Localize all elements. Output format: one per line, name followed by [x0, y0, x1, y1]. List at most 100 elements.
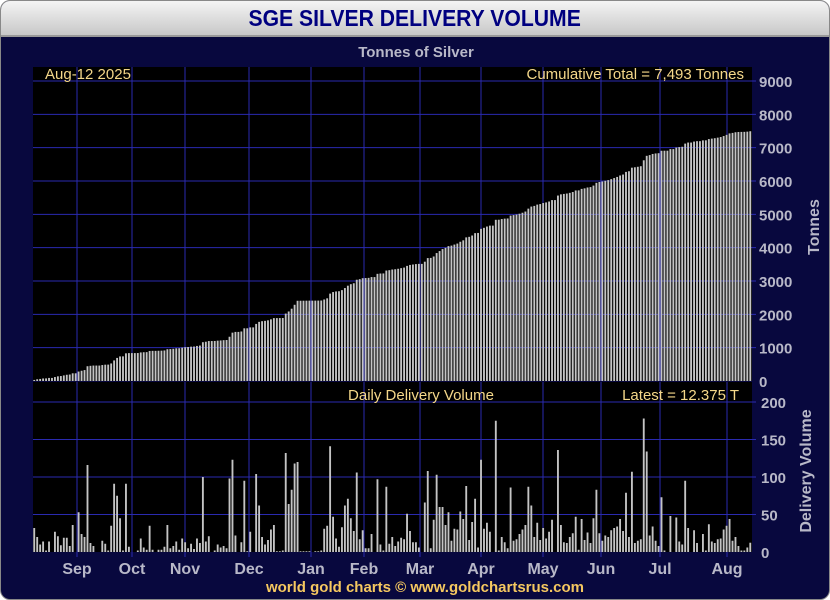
- cumulative-bar: [367, 277, 370, 381]
- x-tick-label: Aug: [711, 561, 742, 578]
- cumulative-bar: [175, 348, 178, 381]
- cumulative-bar: [509, 215, 512, 381]
- y-tick-label: 5000: [759, 207, 792, 224]
- cumulative-bar: [468, 236, 471, 381]
- daily-bar: [80, 534, 83, 552]
- cumulative-bar: [645, 155, 648, 381]
- cumulative-bar: [749, 131, 752, 381]
- cumulative-bar: [648, 155, 651, 381]
- cumulative-bar: [734, 132, 737, 381]
- daily-bar: [127, 546, 130, 552]
- daily-bar: [500, 537, 503, 552]
- cumulative-bar: [660, 150, 663, 381]
- cumulative-bar: [252, 327, 255, 381]
- daily-bar: [468, 540, 471, 552]
- cumulative-bar: [157, 350, 160, 381]
- cumulative-bar: [699, 141, 701, 381]
- cumulative-bar: [545, 202, 548, 381]
- cumulative-bar: [725, 134, 728, 381]
- daily-bar: [533, 537, 536, 552]
- daily-bar: [175, 541, 178, 552]
- daily-bar: [267, 540, 269, 552]
- cumulative-bar: [370, 277, 373, 381]
- x-tick-label: Oct: [119, 561, 146, 578]
- cumulative-bar: [329, 293, 332, 381]
- cumulative-bar: [341, 290, 343, 381]
- cumulative-bar: [222, 340, 225, 381]
- cumulative-bar: [107, 364, 110, 381]
- cumulative-bar: [48, 377, 50, 381]
- cumulative-bar: [255, 323, 258, 381]
- chart-title: SGE SILVER DELIVERY VOLUME: [248, 5, 582, 31]
- cumulative-bar: [716, 137, 719, 381]
- cumulative-bar: [636, 166, 639, 381]
- cumulative-bar: [204, 341, 207, 381]
- daily-bar: [329, 446, 332, 552]
- daily-bar: [243, 480, 246, 552]
- daily-bar: [722, 529, 725, 552]
- daily-bar: [412, 542, 414, 552]
- cumulative-bar: [506, 218, 509, 381]
- daily-bar: [625, 492, 627, 552]
- daily-bar: [33, 528, 36, 552]
- daily-bar: [701, 534, 704, 552]
- y-tick-label: 150: [761, 433, 786, 450]
- cumulative-bar: [559, 194, 562, 381]
- cumulative-bar: [663, 150, 666, 381]
- y-tick-label: 9000: [759, 74, 792, 91]
- daily-bar: [136, 550, 139, 552]
- y-tick-label: 2000: [759, 307, 792, 324]
- cumulative-bar: [355, 279, 358, 381]
- cumulative-bar: [456, 243, 459, 381]
- daily-bar: [530, 505, 533, 552]
- daily-bar: [89, 543, 92, 552]
- cumulative-bar: [601, 181, 604, 381]
- cumulative-bar: [409, 264, 411, 381]
- daily-bar: [62, 537, 65, 552]
- daily-bar: [293, 463, 296, 552]
- daily-bar: [169, 548, 172, 552]
- daily-bar: [299, 551, 302, 552]
- cumulative-bar: [320, 300, 323, 381]
- daily-y-axis-label: Delivery Volume: [798, 409, 815, 532]
- cumulative-bar: [675, 147, 678, 381]
- daily-bar: [536, 522, 539, 552]
- cumulative-bar: [101, 365, 104, 381]
- cumulative-bar: [577, 190, 580, 381]
- daily-bar: [619, 519, 622, 552]
- latest-label: Latest = 12.375 T: [622, 387, 739, 404]
- cumulative-bar: [163, 350, 166, 381]
- daily-bar: [598, 533, 601, 552]
- cumulative-bar: [713, 138, 716, 381]
- cumulative-bar: [198, 345, 201, 381]
- cumulative-bar: [592, 185, 595, 381]
- cumulative-bar: [737, 131, 740, 381]
- daily-bar: [628, 537, 630, 552]
- cumulative-bar: [323, 299, 326, 381]
- cumulative-bar: [486, 226, 488, 381]
- cumulative-bar: [305, 300, 308, 381]
- cumulative-bar: [651, 153, 654, 381]
- cumulative-bar: [420, 263, 423, 381]
- daily-bar: [172, 546, 175, 552]
- y-tick-label: 4000: [759, 241, 792, 258]
- cumulative-bar: [71, 373, 74, 381]
- daily-bar: [414, 542, 417, 552]
- cumulative-bar: [193, 346, 195, 381]
- daily-bar: [193, 549, 195, 552]
- daily-bar: [163, 546, 166, 552]
- daily-bar: [54, 531, 56, 552]
- daily-bar: [474, 498, 477, 552]
- daily-bar: [506, 548, 509, 552]
- daily-bar: [231, 459, 234, 552]
- cumulative-bar: [400, 268, 403, 381]
- daily-bar: [343, 505, 346, 552]
- daily-bar: [406, 513, 408, 552]
- cumulative-bar: [690, 142, 693, 381]
- daily-bar: [684, 480, 687, 552]
- cumulative-bar: [169, 349, 172, 381]
- y-tick-label: 200: [761, 395, 786, 412]
- cumulative-bar: [622, 174, 624, 381]
- daily-bar: [444, 525, 447, 552]
